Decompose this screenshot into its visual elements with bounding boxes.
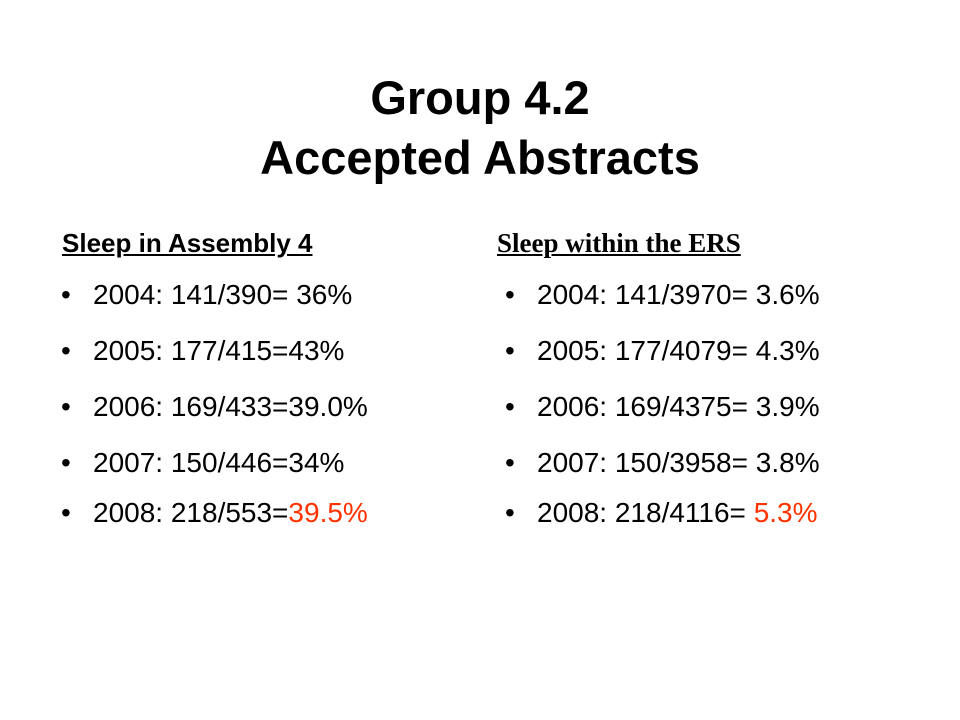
bullet: •: [505, 447, 515, 478]
bullet: •: [61, 447, 71, 478]
bullet: •: [505, 391, 515, 422]
title: Group 4.2: [370, 71, 590, 124]
item-text: 2006: 169/4375= 3.9%: [537, 391, 820, 422]
list-item: • 2004: 141/3970= 3.6%: [505, 278, 820, 312]
list-item: • 2007: 150/3958= 3.8%: [505, 446, 820, 480]
bullet: •: [505, 335, 515, 366]
item-text: 2004: 141/3970= 3.6%: [537, 279, 820, 310]
list-item: • 2006: 169/4375= 3.9%: [505, 390, 820, 424]
item-text: 2005: 177/415=43%: [93, 335, 345, 366]
bullet: •: [61, 279, 71, 310]
list-item: • 2008: 218/553=39.5%: [61, 496, 368, 530]
list-item: • 2008: 218/4116= 5.3%: [505, 496, 818, 530]
bullet: •: [61, 335, 71, 366]
list-item: • 2007: 150/446=34%: [61, 446, 345, 480]
highlight: 39.5%: [288, 497, 368, 528]
list-item: • 2004: 141/390= 36%: [61, 278, 353, 312]
item-text: 2006: 169/433=39.0%: [93, 391, 368, 422]
list-item: • 2005: 177/4079= 4.3%: [505, 334, 820, 368]
column-heading: Sleep in Assembly 4: [62, 228, 313, 258]
list-item: • 2005: 177/415=43%: [61, 334, 345, 368]
column-heading: Sleep within the ERS: [497, 228, 741, 258]
bullet: •: [61, 497, 71, 528]
list-item: • 2006: 169/433=39.0%: [61, 390, 368, 424]
item-text: 2005: 177/4079= 4.3%: [537, 335, 820, 366]
item-text: 2008: 218/553=: [93, 497, 289, 528]
bullet: •: [505, 279, 515, 310]
bullet: •: [505, 497, 515, 528]
item-text: 2008: 218/4116=: [537, 497, 754, 528]
item-text: 2007: 150/446=34%: [93, 447, 345, 478]
item-text: 2007: 150/3958= 3.8%: [537, 447, 820, 478]
item-text: 2004: 141/390= 36%: [93, 279, 353, 310]
title: Accepted Abstracts: [260, 131, 700, 184]
highlight: 5.3%: [753, 497, 818, 528]
bullet: •: [61, 391, 71, 422]
